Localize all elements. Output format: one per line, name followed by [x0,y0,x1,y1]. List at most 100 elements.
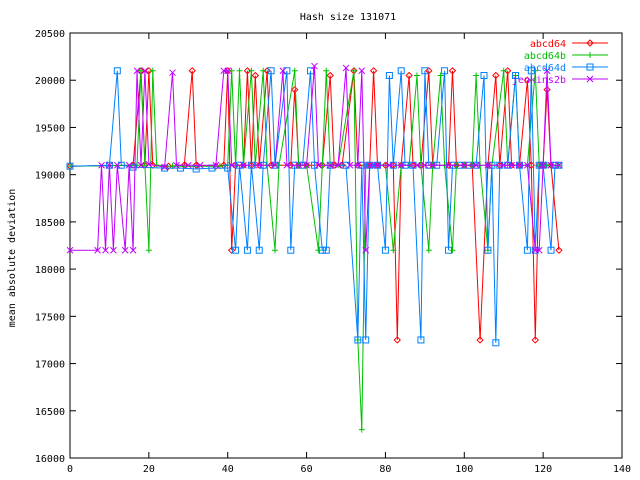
data-point [547,161,555,169]
data-point [441,67,449,75]
data-point [279,67,287,75]
data-point [129,246,137,254]
data-point [358,161,366,169]
series-abcd64d [66,67,563,347]
legend-marker [586,63,594,71]
data-point [326,161,334,169]
data-point [480,72,488,79]
data-point [503,67,512,75]
data-point [535,161,543,169]
data-point [224,164,232,172]
legend-label: jenkins2b [512,75,566,86]
y-tick-label: 18000 [35,265,65,276]
data-point [393,336,401,344]
legend-label: abcd64 [530,39,566,50]
data-point [555,161,563,169]
data-point [386,161,393,169]
data-point [449,247,456,254]
data-point [236,67,243,74]
plot-frame [69,32,623,459]
data-point [362,336,370,344]
data-point [492,339,500,347]
data-point [125,161,133,169]
data-point [267,67,275,75]
data-point [417,336,425,344]
series-line [70,66,559,251]
y-tick-label: 17000 [35,360,65,371]
data-point [98,161,105,169]
data-point [227,246,236,254]
data-point [275,162,282,169]
x-tick-label: 140 [613,464,631,475]
data-point [484,161,492,169]
data-point [110,246,117,254]
data-point [374,161,381,169]
data-point [263,67,271,75]
data-point [240,161,247,169]
data-point [358,426,365,433]
y-axis-label: mean absolute deviation [7,189,18,327]
data-point [315,161,322,169]
data-point [106,161,113,169]
x-tick-label: 60 [301,464,313,475]
data-point [255,161,263,169]
data-point [448,67,457,75]
y-tick-label: 20000 [35,76,65,87]
data-point [500,161,508,169]
data-point [145,247,152,254]
data-point [66,162,74,170]
data-point [535,246,543,254]
y-tick-label: 19500 [35,123,65,134]
data-point [405,71,413,80]
data-point [445,161,452,169]
data-point [283,161,291,169]
data-point [334,161,342,169]
x-tick-label: 20 [143,464,155,475]
data-point [555,246,563,254]
data-point [243,246,251,254]
data-point [318,246,326,254]
data-point [429,161,437,169]
data-point [291,85,299,94]
data-point [102,246,109,254]
x-tick-label: 100 [455,464,473,475]
data-point [248,67,255,74]
data-point [421,161,429,169]
legend-marker [586,39,594,47]
data-point [117,161,125,169]
data-point [196,161,204,169]
data-point [346,161,354,169]
series-jenkins2b [66,62,563,254]
data-point [425,247,432,254]
data-point [184,161,192,169]
data-point [543,85,551,94]
data-point [539,161,547,169]
data-point [311,62,318,70]
x-tick-label: 40 [222,464,234,475]
chart-title: Hash size 131071 [300,12,396,23]
data-point [385,72,393,79]
data-point [326,71,334,80]
data-point [512,72,520,79]
data-point [283,67,291,75]
data-point [141,67,149,75]
data-point [500,67,507,74]
x-tick-label: 0 [67,464,73,475]
data-point [381,246,389,254]
data-point [437,72,444,79]
data-point [543,67,551,75]
y-tick-label: 16500 [35,407,65,418]
data-point [169,69,176,77]
data-point [366,161,374,169]
data-point [113,161,121,169]
data-point [228,161,236,169]
data-point [161,163,168,171]
y-tick-label: 19000 [35,171,65,182]
data-point [255,246,263,254]
data-point [484,246,492,254]
data-point [425,67,433,75]
data-point [532,67,539,74]
data-point [137,161,145,169]
data-point [547,246,555,254]
